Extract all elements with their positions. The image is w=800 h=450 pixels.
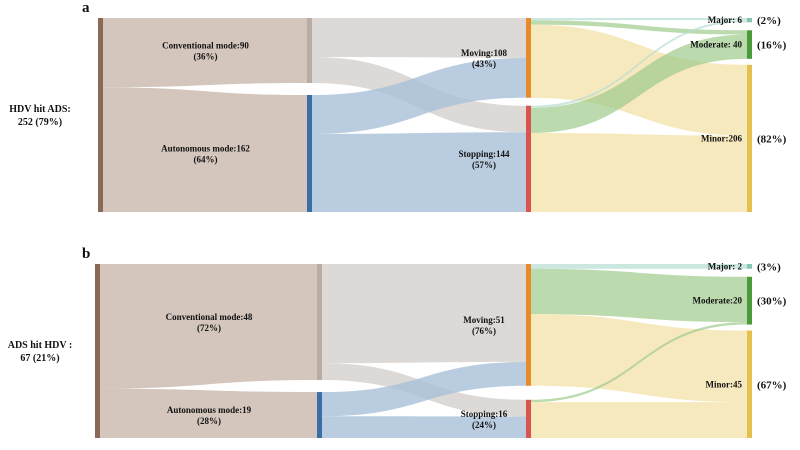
mode-pct-a-conventional: (36%) [194, 52, 218, 62]
severity-pct-a-minor: (82%) [757, 133, 787, 145]
severity-label-a-major: Major: 6 [708, 15, 743, 25]
severity-label-a-minor: Minor:206 [701, 133, 742, 143]
mode-label-b-autonomous: Autonomous mode:19 [167, 405, 252, 415]
flow-state-1-to-severity-2 [531, 133, 747, 212]
severity-label-b-moderate: Moderate:20 [693, 296, 743, 306]
flow-mode-1-to-state-1 [322, 416, 526, 438]
state-pct-b-moving: (76%) [472, 326, 496, 336]
root-label-b-line2: 67 (21%) [20, 353, 59, 364]
state-pct-b-stopping: (24%) [472, 420, 496, 430]
flow-mode-1-to-state-0 [312, 57, 526, 134]
node-state-0 [526, 18, 531, 98]
nodes-b [95, 264, 752, 438]
node-mode-1 [307, 95, 312, 212]
flow-mode-1-to-state-1 [312, 132, 526, 212]
flow-root-to-mode-0 [100, 264, 317, 389]
severity-label-b-minor: Minor:45 [706, 379, 743, 389]
state-pct-a-moving: (43%) [472, 59, 496, 69]
flow-root-to-mode-1 [100, 388, 317, 438]
panel-letter-b: b [82, 246, 90, 262]
flow-state-0-to-severity-0 [531, 18, 747, 21]
state-label-b-moving: Moving:51 [463, 315, 505, 325]
node-root [95, 264, 100, 438]
flow-state-1-to-severity-0 [531, 20, 747, 108]
node-severity-2 [747, 64, 752, 212]
mode-pct-b-autonomous: (28%) [197, 416, 221, 426]
node-severity-2 [747, 330, 752, 438]
node-root [98, 18, 103, 212]
severity-pct-b-moderate: (30%) [757, 296, 787, 308]
state-label-b-stopping: Stopping:16 [461, 409, 508, 419]
flow-state-0-to-severity-2 [531, 314, 747, 403]
node-state-0 [526, 264, 531, 386]
flow-root-to-mode-0 [103, 18, 307, 88]
mode-pct-a-autonomous: (64%) [194, 155, 218, 165]
severity-label-a-moderate: Moderate: 40 [690, 40, 742, 50]
flow-mode-0-to-state-0 [322, 264, 526, 364]
root-label-a-line2: 252 (79%) [18, 117, 62, 128]
node-state-1 [526, 399, 531, 438]
severity-label-b-major: Major: 2 [708, 261, 743, 271]
panel-a: a HDV hit ADS: 252 (79%) Conventional mo… [9, 0, 787, 212]
mode-pct-b-conventional: (72%) [197, 323, 221, 333]
state-label-a-stopping: Stopping:144 [458, 149, 510, 159]
severity-pct-b-minor: (67%) [757, 379, 787, 391]
flow-state-1-to-severity-2 [531, 402, 747, 438]
state-pct-a-stopping: (57%) [472, 160, 496, 170]
root-label-a-line1: HDV hit ADS: [9, 104, 71, 115]
node-severity-1 [747, 30, 752, 59]
panel-letter-a: a [82, 0, 90, 16]
flow-state-0-to-severity-1 [531, 268, 747, 323]
mode-label-a-conventional: Conventional mode:90 [162, 41, 249, 51]
node-severity-0 [747, 264, 752, 269]
flow-mode-0-to-state-0 [312, 18, 526, 58]
flow-state-1-to-severity-1 [531, 322, 747, 403]
node-mode-1 [317, 392, 322, 438]
root-label-b-line1: ADS hit HDV : [8, 340, 73, 351]
flow-state-1-to-severity-1 [531, 34, 747, 134]
severity-pct-a-major: (2%) [757, 15, 781, 27]
severity-pct-b-major: (3%) [757, 261, 781, 273]
flows-b [100, 264, 747, 438]
flow-state-0-to-severity-0 [531, 264, 747, 269]
mode-label-a-autonomous: Autonomous mode:162 [161, 144, 250, 154]
state-label-a-moving: Moving:108 [461, 48, 507, 58]
node-severity-0 [747, 18, 752, 23]
node-state-1 [526, 105, 531, 212]
severity-pct-a-moderate: (16%) [757, 40, 787, 52]
flow-mode-1-to-state-0 [322, 361, 526, 417]
flows-a [103, 18, 747, 212]
flow-root-to-mode-1 [103, 87, 307, 212]
panel-b: b ADS hit HDV : 67 (21%) Conventional mo… [8, 246, 787, 438]
node-severity-1 [747, 276, 752, 325]
node-mode-0 [317, 264, 322, 381]
nodes-a [98, 18, 752, 212]
mode-label-b-conventional: Conventional mode:48 [166, 312, 253, 322]
node-mode-0 [307, 18, 312, 83]
